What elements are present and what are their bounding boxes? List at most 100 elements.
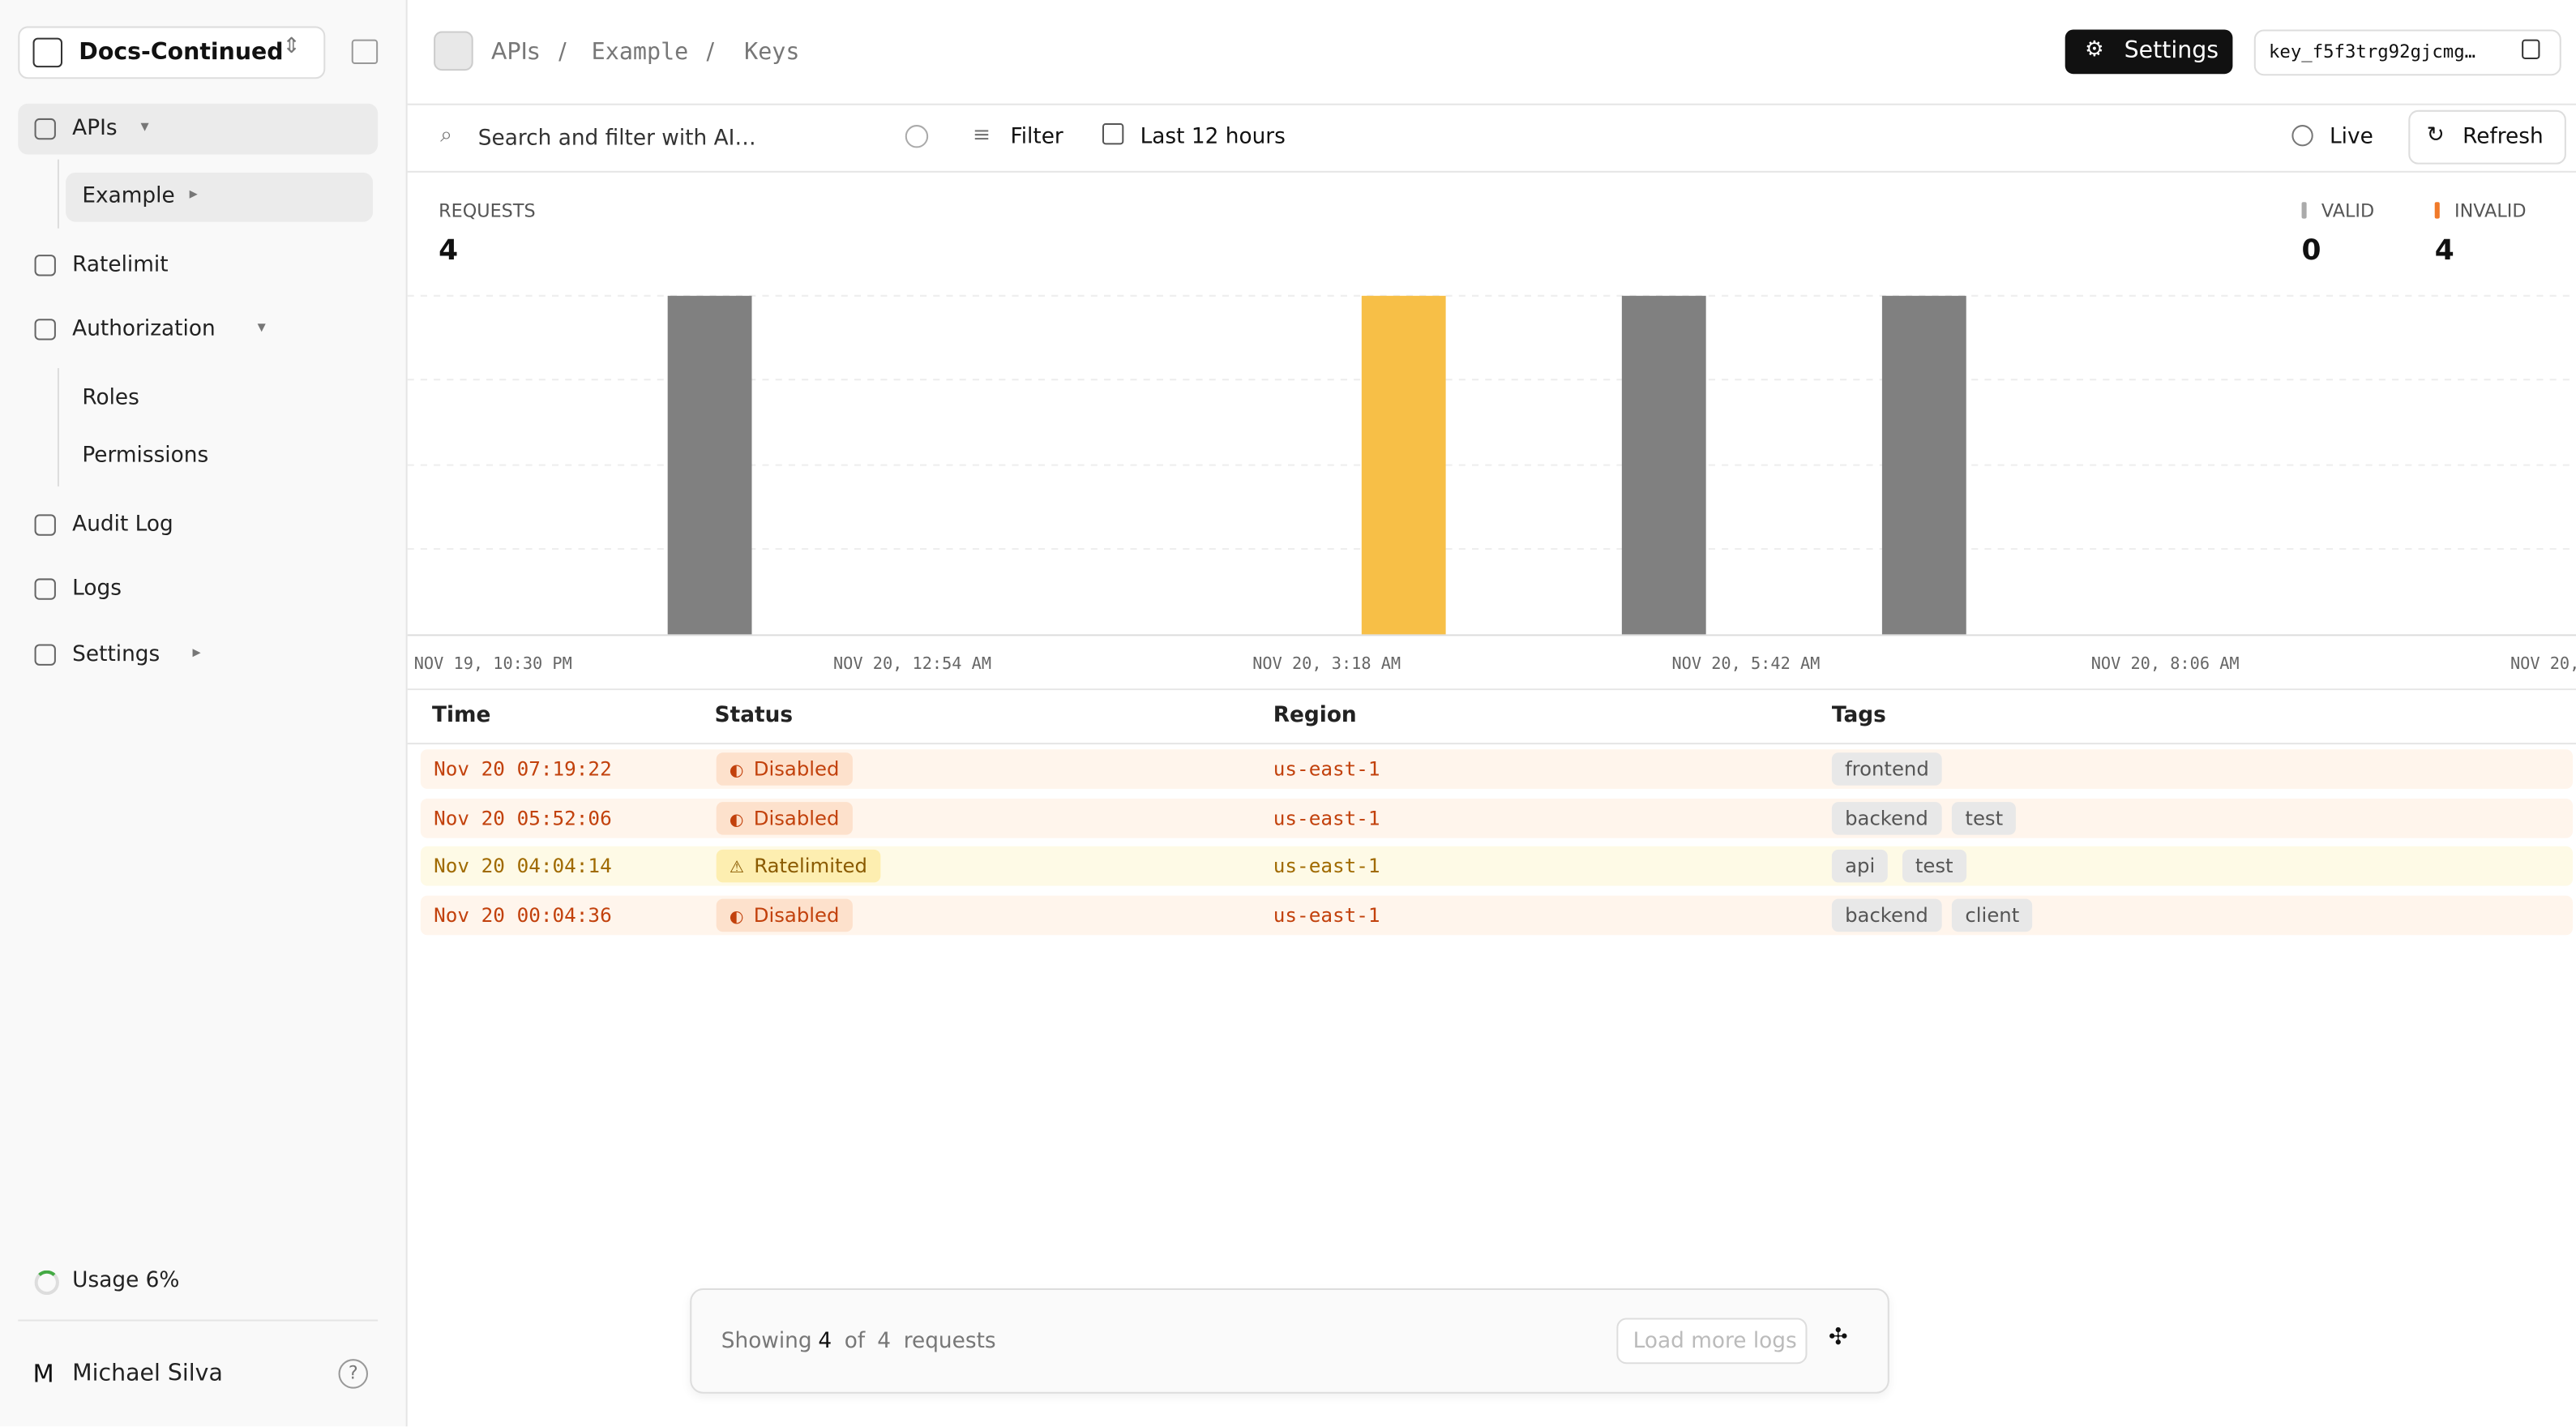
table-row[interactable]: Nov 20 07:19:22 ◐ Disabled us-east-1 fronten… (420, 749, 2573, 789)
status-icon: ◐ (729, 811, 744, 829)
nav-item[interactable]: Permissions (82, 444, 209, 469)
caret: ▾ (257, 319, 266, 337)
crumb[interactable]: APIs (491, 39, 540, 66)
time: Nov 20 07:19:22 (434, 757, 612, 781)
avatar: M (32, 1359, 54, 1389)
region: us-east-1 (1273, 806, 1380, 829)
nav-icon (34, 255, 56, 276)
live-icon (2291, 125, 2313, 147)
column-header: Time (432, 703, 491, 728)
refresh-button[interactable]: ↻ Refresh (2408, 109, 2566, 165)
status-icon: ◐ (729, 762, 744, 781)
tag: test (1952, 801, 2017, 834)
copy-icon[interactable] (2522, 39, 2540, 59)
tree-line (57, 368, 59, 486)
valid-swatch (2301, 202, 2307, 219)
nav-item[interactable]: Ratelimit (72, 253, 169, 278)
settings-label: Settings (2124, 37, 2219, 65)
nav-item[interactable]: Authorization (72, 317, 216, 342)
valid-count: 0 (2301, 234, 2321, 268)
x-tick-label: NOV 20, 10:30 AM (2510, 654, 2576, 673)
tree-line (57, 159, 59, 229)
tag: frontend (1831, 752, 1942, 786)
crumb-sep: / (558, 39, 567, 66)
nav-active (18, 103, 379, 155)
divider (18, 1319, 379, 1322)
usage: Usage 6% (72, 1268, 180, 1294)
gear: ⚙ (2085, 37, 2104, 63)
collapse-button[interactable] (351, 39, 379, 65)
tag: api (1831, 850, 1889, 883)
status-label: Ratelimited (754, 855, 867, 878)
status-label: Disabled (753, 806, 840, 829)
valid-label: VALID (2321, 200, 2375, 222)
table-header (407, 690, 2576, 745)
caret: ▸ (192, 644, 201, 662)
nav-item[interactable]: Settings (72, 642, 160, 667)
nav-item[interactable]: APIs (72, 116, 118, 142)
shown: 4 (818, 1329, 832, 1355)
caret: ▾ (140, 118, 149, 137)
range[interactable]: Last 12 hours (1140, 125, 1286, 150)
tag: client (1952, 898, 2033, 932)
api-icon (434, 31, 473, 71)
help[interactable]: ? (338, 1359, 369, 1389)
status: ◐ Disabled (716, 898, 853, 932)
chevrons: ⇕ (282, 34, 301, 59)
key-id: key_f5f3trg92gjcmg… (2269, 41, 2476, 63)
search[interactable]: Search and filter with AI… (477, 126, 756, 152)
nav-icon (34, 319, 56, 341)
bar (667, 295, 752, 635)
nav-icon (34, 118, 56, 140)
sidebar: Docs-Continued ⇕ APIs ▾ Example ▸ Ratelimit A… (0, 0, 408, 1427)
nav-item[interactable]: Audit Log (72, 512, 173, 538)
total: 4 (877, 1329, 892, 1355)
showing: Showing (721, 1329, 812, 1355)
key-field[interactable]: key_f5f3trg92gjcmg… (2253, 29, 2561, 76)
nav-item[interactable]: Example (82, 184, 175, 209)
live[interactable]: Live (2330, 125, 2373, 150)
unit: requests (903, 1329, 996, 1355)
filter[interactable]: Filter (1010, 125, 1063, 150)
status: ◐ Disabled (716, 801, 853, 834)
x-tick-label: NOV 20, 8:06 AM (2091, 654, 2240, 673)
nav-item[interactable]: Roles (82, 386, 139, 411)
time: Nov 20 04:04:14 (434, 855, 612, 878)
bar (1361, 295, 1446, 635)
settings-button[interactable]: ⚙ Settings (2065, 29, 2233, 75)
nav-icon (34, 578, 56, 600)
status: ◐ Disabled (716, 752, 853, 786)
tag: test (1902, 850, 1966, 883)
user-name[interactable]: Michael Silva (72, 1361, 223, 1387)
invalid-swatch (2434, 202, 2440, 219)
requests-count: 4 (439, 234, 459, 268)
workspace-switcher[interactable]: Docs-Continued ⇕ (18, 26, 326, 79)
search-icon: ⌕ (440, 123, 452, 148)
table-row[interactable]: Nov 20 04:04:14 ⚠ Ratelimited us-east-1 api t… (420, 846, 2573, 886)
invalid-label: INVALID (2454, 200, 2527, 222)
status-icon: ◐ (729, 908, 744, 927)
column-header: Region (1273, 703, 1357, 728)
workspace-initial (32, 37, 63, 68)
nav-sub-active (66, 172, 374, 222)
region: us-east-1 (1273, 855, 1380, 878)
ai-icon[interactable] (905, 125, 929, 148)
footer-panel: Showing 4 of 4 requests Load more logs ✣ (690, 1288, 1889, 1394)
column-header: Tags (1831, 703, 1886, 728)
toolbar: ⌕ Search and filter with AI… ≡ Filter La… (407, 105, 2576, 173)
of: of (844, 1329, 866, 1355)
filter-icon: ≡ (972, 123, 991, 148)
load-more[interactable]: Load more logs (1616, 1318, 1808, 1365)
crumb[interactable]: Keys (744, 39, 800, 66)
table-row[interactable]: Nov 20 00:04:36 ◐ Disabled us-east-1 backend… (420, 895, 2573, 935)
time: Nov 20 00:04:36 (434, 903, 612, 927)
bar (1621, 295, 1706, 635)
load-more-label: Load more logs (1632, 1329, 1797, 1355)
crumb[interactable]: Example (591, 39, 689, 66)
expand-icon[interactable]: ✣ (1828, 1324, 1848, 1352)
nav-item[interactable]: Logs (72, 576, 122, 602)
usage-ring (34, 1270, 59, 1296)
x-tick-label: NOV 19, 10:30 PM (414, 654, 572, 673)
table-row[interactable]: Nov 20 05:52:06 ◐ Disabled us-east-1 backend… (420, 798, 2573, 838)
